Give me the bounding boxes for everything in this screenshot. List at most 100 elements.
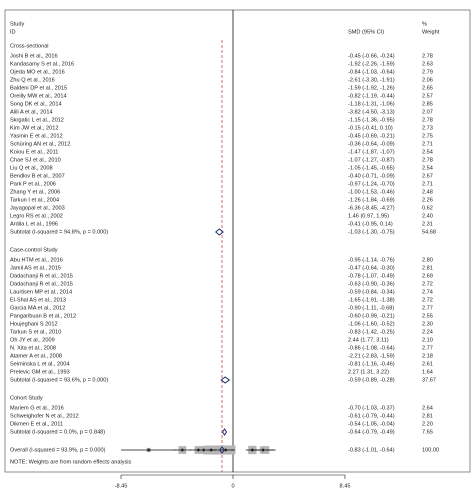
weight-label: 2.55 [422, 313, 433, 319]
weight-label: 0.62 [422, 205, 433, 211]
study-label: Park P et al., 2006 [10, 181, 56, 187]
weight-label: 2.48 [422, 189, 433, 195]
weight-label: 2.71 [422, 141, 433, 147]
study-label: Jamil AS et al., 2015 [10, 265, 61, 271]
effect-label: -0.83 (-1.01, -0.64) [348, 447, 395, 453]
weight-label: 37.67 [422, 377, 436, 383]
study-label: Subtotal (I-squared = 0.0%, p = 0.848) [10, 429, 105, 435]
effect-label: -0.47 (-0.64, -0.30) [348, 265, 395, 271]
study-label: Zhang Y et al., 2006 [10, 189, 60, 195]
weight-label: 2.78 [422, 53, 433, 59]
weight-label: 2.69 [422, 273, 433, 279]
weight-label: 1.64 [422, 369, 433, 375]
header-study: Study [10, 21, 25, 27]
study-label: Kim JW et al., 2012 [10, 125, 59, 131]
study-label: Legro RS et al., 2002 [10, 213, 63, 219]
study-label: Skrgatic L et al., 2012 [10, 117, 64, 123]
overall-diamond [218, 446, 226, 454]
point-estimate [224, 448, 228, 452]
study-label: Oh JY et al., 2009 [10, 337, 55, 343]
weight-label: 54.68 [422, 229, 436, 235]
study-label: Seiminska L et al., 2004 [10, 361, 70, 367]
effect-label: -1.15 (-1.36, -0.95) [348, 117, 395, 123]
group-label: Cross-sectional [10, 43, 49, 49]
weight-label: 2.57 [422, 93, 433, 99]
weight-label: 2.20 [422, 421, 433, 427]
point-estimate [201, 448, 206, 452]
header-pct: % [422, 21, 427, 27]
effect-label: -0.81 (-1.16, -0.46) [348, 361, 395, 367]
effect-label: -0.15 (-0.41, 0.10) [348, 125, 393, 131]
effect-label: -3.82 (-4.50, -3.13) [348, 109, 395, 115]
effect-label: -0.78 (-1.07, -0.49) [348, 273, 395, 279]
effect-label: -1.18 (-1.31, -1.06) [348, 101, 395, 107]
weight-label: 2.63 [422, 61, 433, 67]
effect-label: -0.86 (-1.08, -0.64) [348, 345, 395, 351]
weight-label: 2.54 [422, 149, 433, 155]
effect-label: 1.46 (0.97, 1.95) [348, 213, 389, 219]
effect-label: -1.07 (-1.27, -0.87) [348, 157, 395, 163]
weight-label: 2.40 [422, 213, 433, 219]
weight-label: 2.78 [422, 157, 433, 163]
weight-label: 2.24 [422, 329, 433, 335]
study-label: Schüring AN et al., 2012 [10, 141, 70, 147]
study-label: Abu HTM et al., 2016 [10, 257, 63, 263]
study-label: Subtotal (I-squared = 93.6%, p = 0.000) [10, 377, 108, 383]
effect-label: -0.60 (-0.99, -0.21) [348, 313, 395, 319]
group-label: Case-control Study [10, 247, 58, 253]
study-label: Dadachanji R et al., 2015 [10, 281, 73, 287]
effect-label: -0.63 (-0.90, -0.36) [348, 281, 395, 287]
weight-label: 2.72 [422, 297, 433, 303]
x-tick-label: 0 [231, 483, 234, 489]
study-label: N. Xita et al., 2008 [10, 345, 56, 351]
effect-label: -1.65 (-1.91, -1.38) [348, 297, 395, 303]
weight-label: 2.61 [422, 361, 433, 367]
group-label: Cohort Study [10, 395, 43, 401]
study-label: Tarkun I et al., 2004 [10, 197, 59, 203]
weight-label: 2.54 [422, 165, 433, 171]
subtotal-diamond [214, 228, 224, 236]
effect-label: -1.59 (-1.92, -1.26) [348, 85, 395, 91]
study-label: Overall (I-squared = 93.9%, p = 0.000) [10, 447, 106, 453]
weight-label: 2.65 [422, 85, 433, 91]
study-label: Subtotal (I-squared = 94.8%, p = 0.000) [10, 229, 108, 235]
weight-label: 2.81 [422, 265, 433, 271]
study-label: Zhu Q et al., 2016 [10, 77, 55, 83]
point-estimate [180, 448, 185, 452]
effect-label: -0.59 (-0.84, -0.34) [348, 289, 395, 295]
effect-label: -0.45 (-0.69, -0.21) [348, 133, 395, 139]
study-label: Atamer A et al., 2008 [10, 353, 62, 359]
study-label: Oreilly MW et al., 2014 [10, 93, 67, 99]
weight-label: 2.07 [422, 109, 433, 115]
weight-label: 2.06 [422, 77, 433, 83]
study-label: El-Shal AS et al., 2013 [10, 297, 66, 303]
study-label: Baldeni DP et al., 2015 [10, 85, 67, 91]
study-label: Koiou E et al., 2011 [10, 149, 58, 155]
effect-label: -2.21 (-2.83, -1.59) [348, 353, 395, 359]
effect-label: -1.26 (-1.84, -0.69) [348, 197, 395, 203]
plot-frame [4, 9, 471, 473]
study-label: Tarkun S et al., 2010 [10, 329, 61, 335]
weight-label: 2.18 [422, 353, 433, 359]
subtotal-diamond [221, 428, 228, 436]
weight-label: 2.79 [422, 69, 433, 75]
weight-label: 2.26 [422, 197, 433, 203]
study-label: Alili A et al., 2014 [10, 109, 53, 115]
weight-label: 2.85 [422, 101, 433, 107]
weight-label: 2.78 [422, 117, 433, 123]
effect-label: -6.36 (-8.45, -4.27) [348, 205, 395, 211]
study-label: Houjeghani S 2012 [10, 321, 58, 327]
study-label: Garcia MA et al., 2012 [10, 305, 65, 311]
point-estimate [146, 448, 151, 452]
study-label: Yasmin E et al., 2012 [10, 133, 63, 139]
effect-label: -0.61 (-0.79, -0.44) [348, 413, 395, 419]
study-label: Joshi B et al., 2016 [10, 53, 58, 59]
effect-label: 2.44 (1.77, 3.11) [348, 337, 389, 343]
effect-label: -1.92 (-2.26, -1.59) [348, 61, 395, 67]
effect-label: -0.70 (-1.03, -0.37) [348, 405, 395, 411]
effect-label: -1.03 (-1.30, -0.75) [348, 229, 395, 235]
study-label: Song DK et al., 2014 [10, 101, 62, 107]
header-id: ID [10, 29, 16, 35]
point-estimate [261, 448, 265, 452]
study-label: Chae SJ et al., 2010 [10, 157, 61, 163]
